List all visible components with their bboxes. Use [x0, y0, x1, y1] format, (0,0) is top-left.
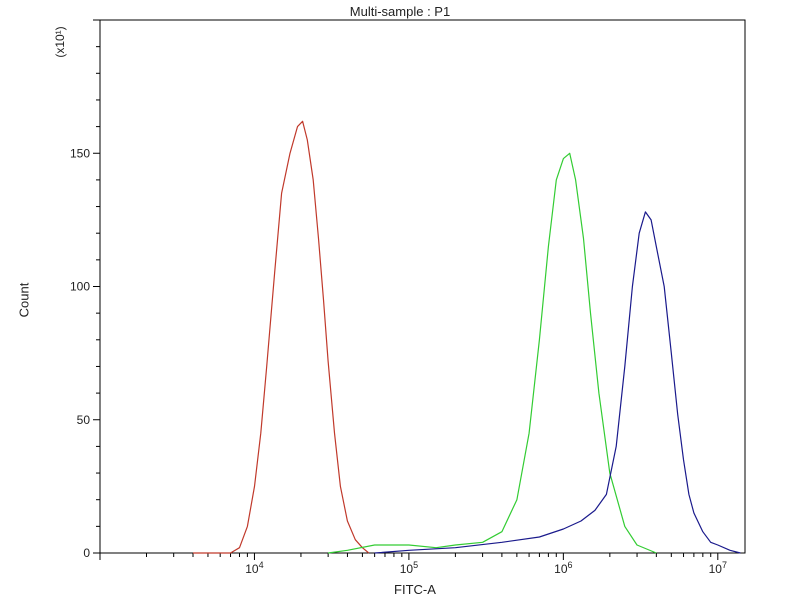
x-tick-label: 105: [400, 560, 418, 576]
histogram-series-1: [193, 120, 370, 554]
chart-title: Multi-sample : P1: [349, 4, 451, 19]
y-tick-label: 50: [77, 413, 91, 427]
x-tick-label: 106: [554, 560, 572, 576]
y-tick-label: 100: [70, 280, 90, 294]
histogram-series-3: [374, 211, 741, 554]
x-tick-label: 107: [709, 560, 727, 576]
y-axis: 0 50 100 150: [70, 19, 100, 560]
plot-border: [99, 19, 746, 554]
x-tick-label: 104: [245, 560, 263, 576]
x-axis-label: FITC-A: [394, 582, 436, 597]
plot-frame: [99, 19, 746, 554]
y-tick-label: 0: [83, 546, 90, 560]
histogram-series-2: [328, 152, 657, 554]
y-tick-label: 150: [70, 146, 90, 160]
x-axis: 104 105 106 107: [99, 553, 727, 576]
series-layer: [193, 120, 741, 554]
